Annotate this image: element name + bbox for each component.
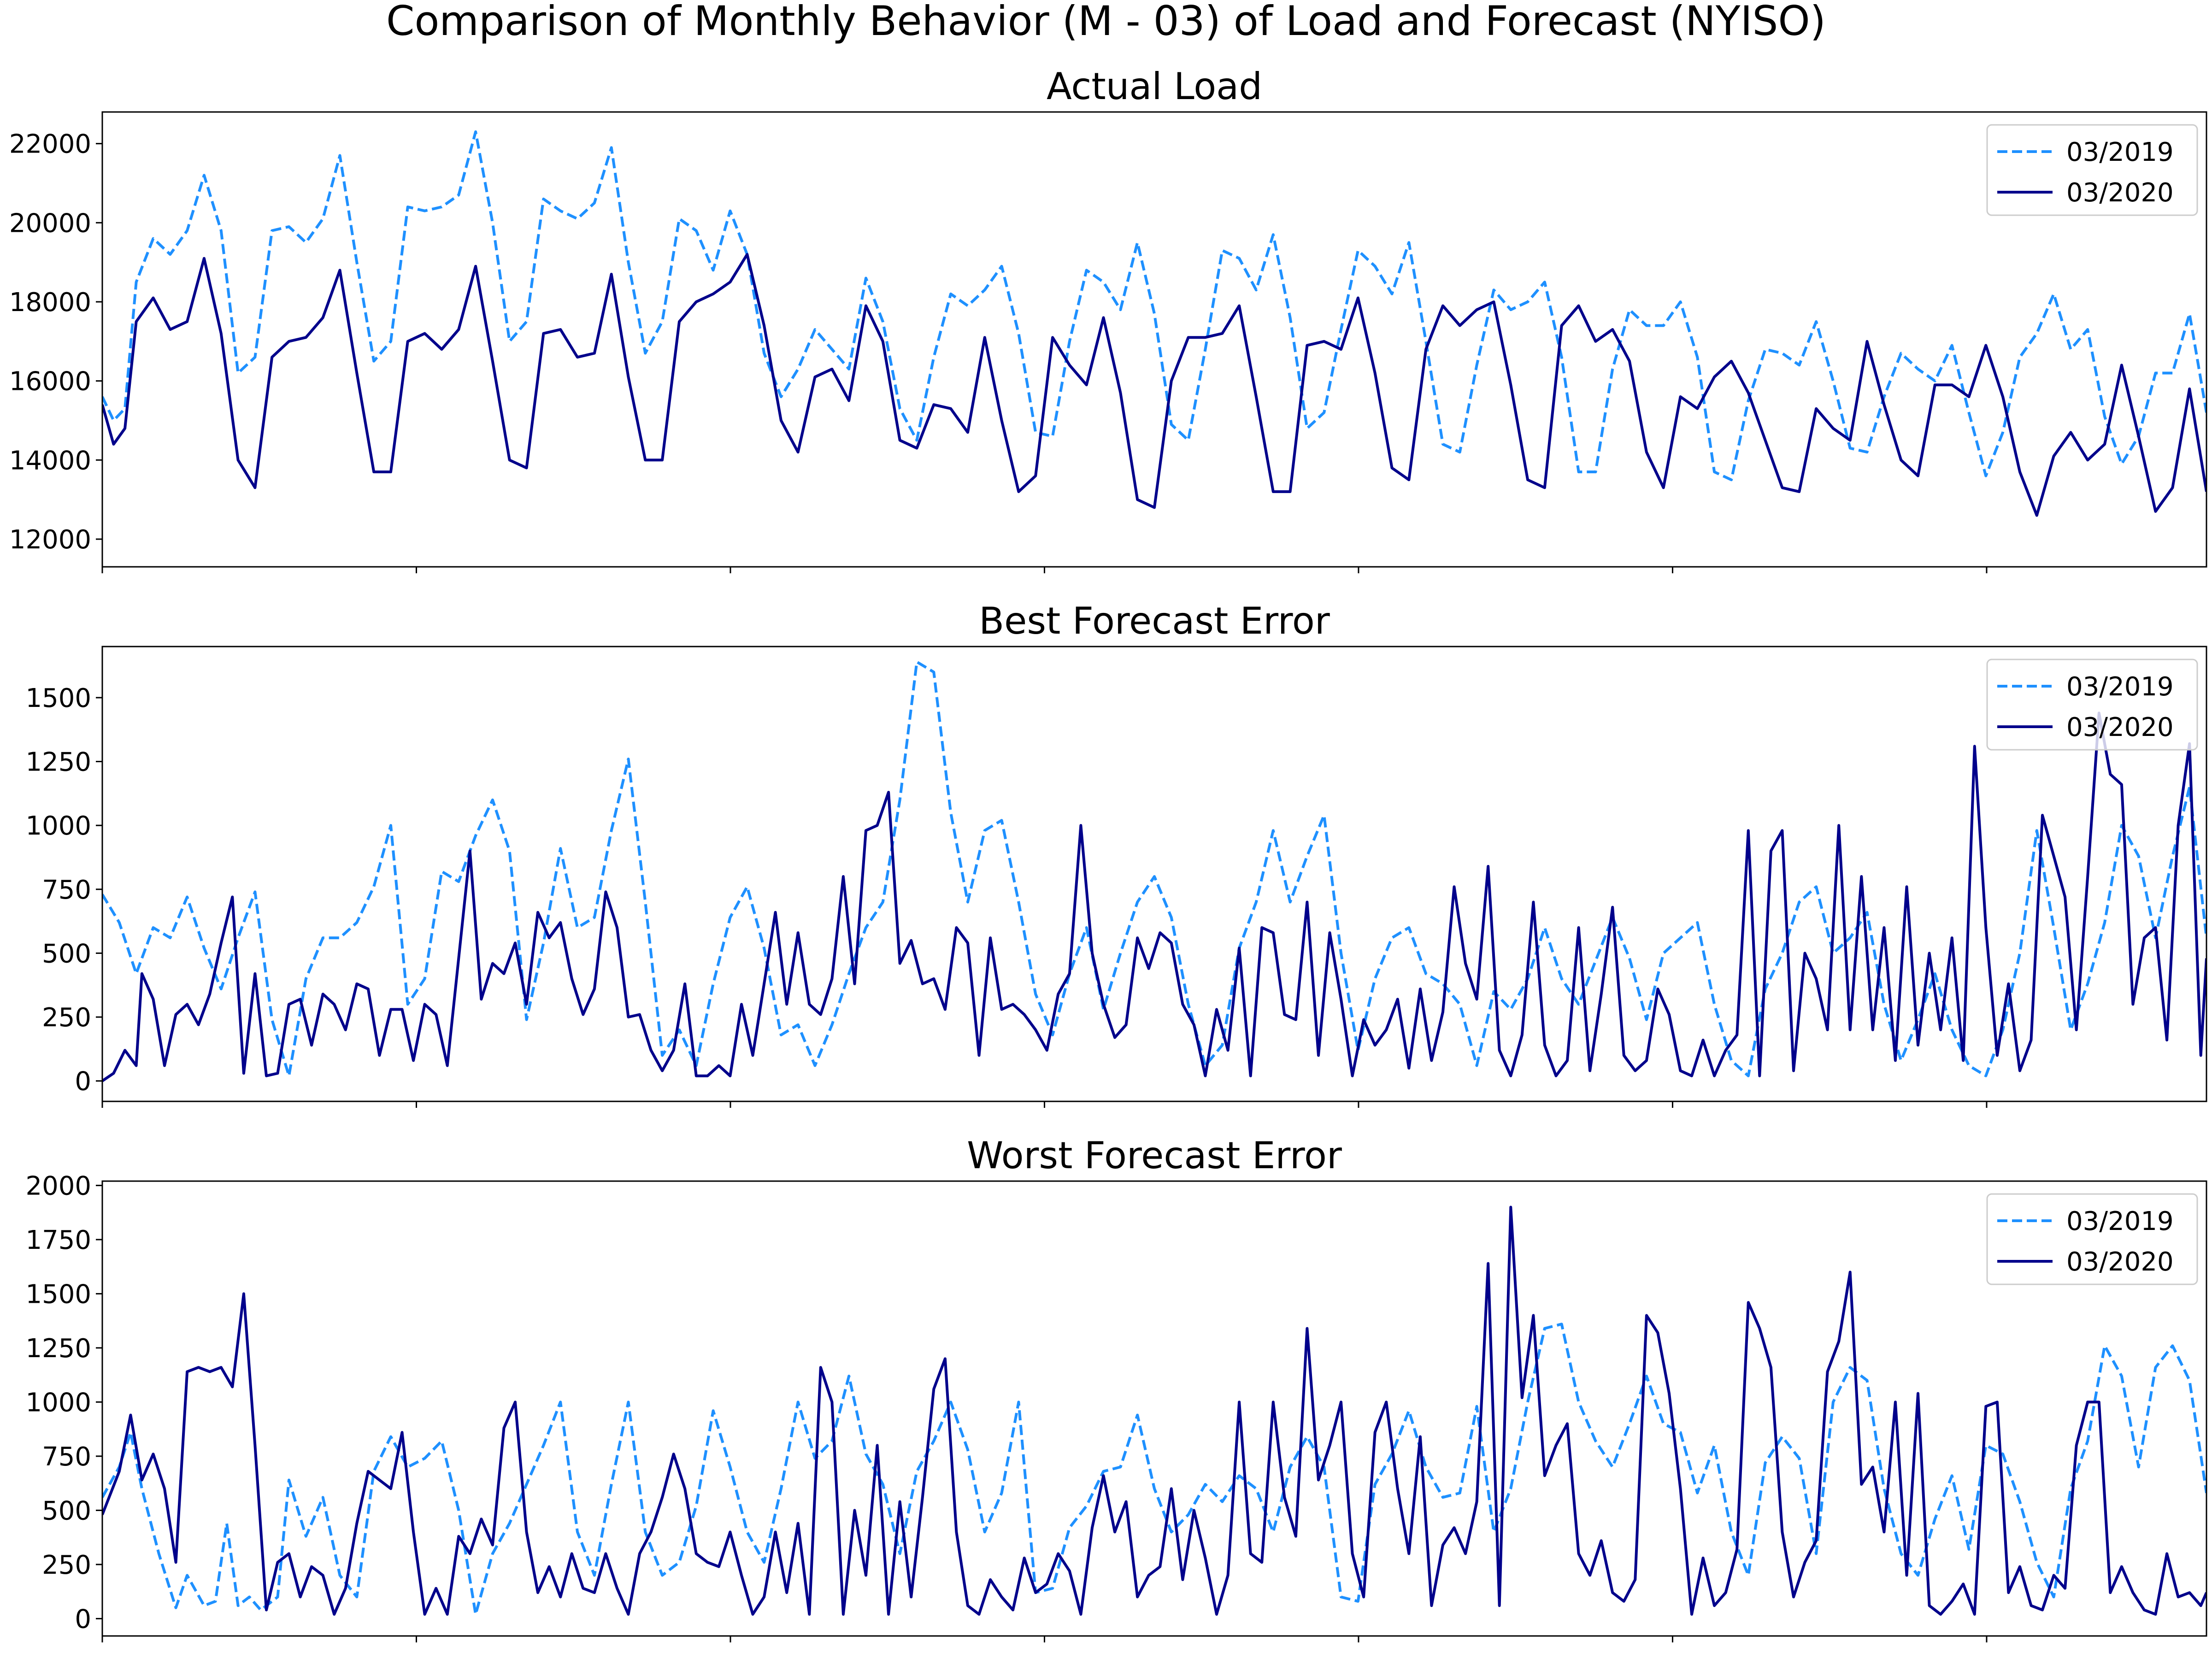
y-tick-label: 0: [75, 1604, 91, 1634]
y-tick-label: 16000: [9, 367, 91, 397]
panels-group: Actual Load12000140001600018000200002200…: [9, 65, 2207, 1642]
panel-title: Actual Load: [1047, 65, 1262, 108]
y-tick-label: 2000: [25, 1171, 91, 1201]
series-line-03-2020: [102, 253, 2206, 517]
panel-title: Best Forecast Error: [979, 600, 1330, 642]
y-tick-label: 1000: [25, 811, 91, 841]
y-tick-label: 0: [75, 1067, 91, 1097]
legend-label: 03/2020: [2066, 178, 2174, 208]
y-tick-label: 1000: [25, 1388, 91, 1418]
y-tick-label: 1250: [25, 1334, 91, 1364]
legend-label: 03/2019: [2066, 672, 2174, 702]
y-tick-label: 18000: [9, 288, 91, 318]
axes-frame: [101, 1180, 2207, 1637]
legend: 03/2019 03/2020: [1986, 659, 2198, 751]
legend: 03/2019 03/2020: [1986, 124, 2198, 216]
y-tick-label: 500: [42, 939, 91, 969]
y-tick-label: 22000: [9, 129, 91, 159]
y-tick-label: 750: [42, 1442, 91, 1472]
series-line-03-2019: [102, 130, 2206, 482]
legend-label: 03/2019: [2066, 137, 2174, 167]
panel-3: Worst Forecast Error 0 250 500 750 1000 1250 15…: [25, 1134, 2207, 1642]
legend: 03/2019 03/2020: [1986, 1193, 2198, 1285]
legend-label: 03/2019: [2066, 1206, 2174, 1236]
series-group: [102, 1206, 2206, 1616]
y-tick-label: 250: [42, 1003, 91, 1033]
y-tick-label: 20000: [9, 208, 91, 238]
y-tick-label: 14000: [9, 446, 91, 476]
series-line-03-2019: [102, 1323, 2206, 1616]
y-tick-label: 12000: [9, 525, 91, 555]
panel-2: Best Forecast Error 0 250 500 750 1000 1250 150…: [25, 600, 2207, 1108]
series-group: [102, 130, 2206, 517]
figure-title: Comparison of Monthly Behavior (M - 03) …: [386, 0, 1826, 45]
y-tick-label: 1500: [25, 683, 91, 713]
legend-label: 03/2020: [2066, 712, 2174, 742]
series-group: [102, 660, 2206, 1082]
axes-frame: [101, 111, 2207, 568]
legend-label: 03/2020: [2066, 1247, 2174, 1277]
y-tick-label: 500: [42, 1496, 91, 1526]
y-tick-label: 750: [42, 875, 91, 905]
y-tick-label: 1500: [25, 1279, 91, 1309]
series-line-03-2020: [102, 712, 2206, 1082]
axes-frame: [101, 646, 2207, 1102]
y-tick-label: 1750: [25, 1225, 91, 1255]
panel-title: Worst Forecast Error: [967, 1134, 1342, 1177]
panel-1: Actual Load 12000 14000 16000 18000 20000 2200…: [9, 65, 2207, 573]
y-tick-label: 1250: [25, 747, 91, 777]
series-line-03-2019: [102, 660, 2206, 1077]
series-line-03-2020: [102, 1206, 2206, 1616]
y-tick-label: 250: [42, 1550, 91, 1580]
